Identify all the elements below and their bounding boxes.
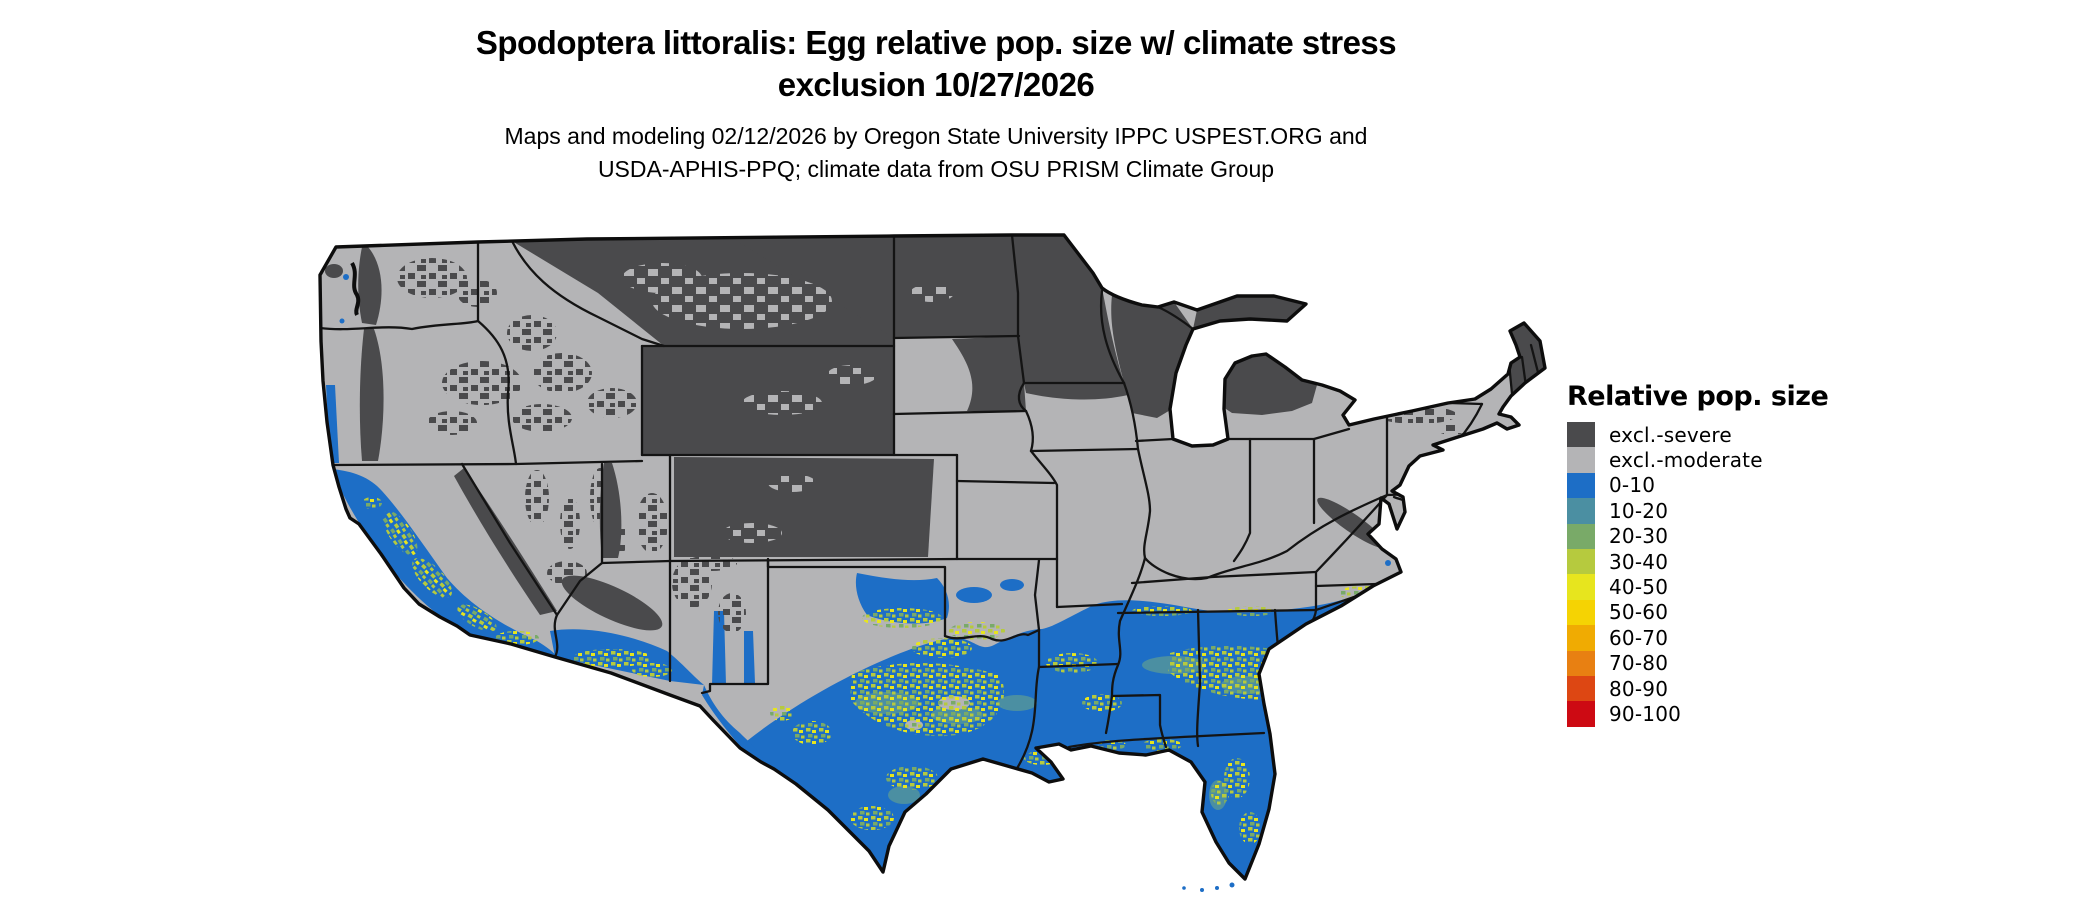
legend-row: 60-70 bbox=[1567, 625, 1897, 651]
legend-row: 0-10 bbox=[1567, 472, 1897, 499]
header: Spodoptera littoralis: Egg relative pop.… bbox=[0, 22, 1872, 186]
legend-label: 70-80 bbox=[1609, 651, 1669, 676]
legend-row: 40-50 bbox=[1567, 574, 1897, 600]
legend-swatch-70-80 bbox=[1567, 650, 1595, 676]
map-subtitle-line2: USDA-APHIS-PPQ; climate data from OSU PR… bbox=[597, 156, 1275, 182]
legend-swatch-80-90 bbox=[1567, 675, 1595, 702]
legend-label: 10-20 bbox=[1609, 498, 1669, 523]
legend-label: 50-60 bbox=[1609, 600, 1669, 625]
legend-swatch-30-40 bbox=[1567, 548, 1595, 575]
legend-swatch-50-60 bbox=[1567, 599, 1595, 626]
legend-label: 20-30 bbox=[1609, 524, 1669, 549]
legend-label: excl.-severe bbox=[1609, 422, 1732, 447]
map-subtitle-line1: Maps and modeling 02/12/2026 by Oregon S… bbox=[504, 123, 1368, 149]
legend-swatch-excl-severe bbox=[1567, 422, 1595, 448]
legend-swatch-10-20 bbox=[1567, 498, 1595, 524]
map-subtitle: Maps and modeling 02/12/2026 by Oregon S… bbox=[0, 120, 1872, 186]
legend-row: 90-100 bbox=[1567, 701, 1897, 727]
us-risk-map-container bbox=[312, 233, 1562, 893]
legend-label: 80-90 bbox=[1609, 676, 1669, 701]
legend-row: excl.-moderate bbox=[1567, 447, 1897, 473]
us-risk-map bbox=[318, 233, 1547, 892]
legend-swatch-excl-moderate bbox=[1567, 447, 1595, 473]
legend-row: 20-30 bbox=[1567, 523, 1897, 549]
legend-label: excl.-moderate bbox=[1609, 448, 1763, 473]
legend-swatch-20-30 bbox=[1567, 523, 1595, 549]
legend-label: 60-70 bbox=[1609, 625, 1669, 650]
legend-row: excl.-severe bbox=[1567, 422, 1897, 448]
legend-swatch-60-70 bbox=[1567, 625, 1595, 651]
exclusion-moderate-mottling bbox=[622, 263, 954, 543]
legend: Relative pop. size excl.-severe excl.-mo… bbox=[1567, 381, 1897, 727]
legend-row: 80-90 bbox=[1567, 675, 1897, 702]
legend-row: 70-80 bbox=[1567, 650, 1897, 676]
legend-row: 50-60 bbox=[1567, 599, 1897, 626]
legend-label: 40-50 bbox=[1609, 575, 1669, 600]
legend-row: 30-40 bbox=[1567, 548, 1897, 575]
florida-keys-dots bbox=[1182, 882, 1235, 892]
map-title-line2: exclusion 10/27/2026 bbox=[777, 66, 1095, 103]
legend-row: 10-20 bbox=[1567, 498, 1897, 524]
legend-swatch-40-50 bbox=[1567, 574, 1595, 600]
legend-swatch-90-100 bbox=[1567, 701, 1595, 727]
legend-label: 30-40 bbox=[1609, 549, 1669, 574]
map-title-line1: Spodoptera littoralis: Egg relative pop.… bbox=[475, 24, 1397, 61]
legend-swatch-0-10 bbox=[1567, 472, 1595, 499]
puget-sound-inlet bbox=[350, 261, 361, 316]
legend-label: 0-10 bbox=[1609, 473, 1656, 498]
legend-title: Relative pop. size bbox=[1567, 381, 1829, 412]
legend-label: 90-100 bbox=[1609, 701, 1682, 726]
